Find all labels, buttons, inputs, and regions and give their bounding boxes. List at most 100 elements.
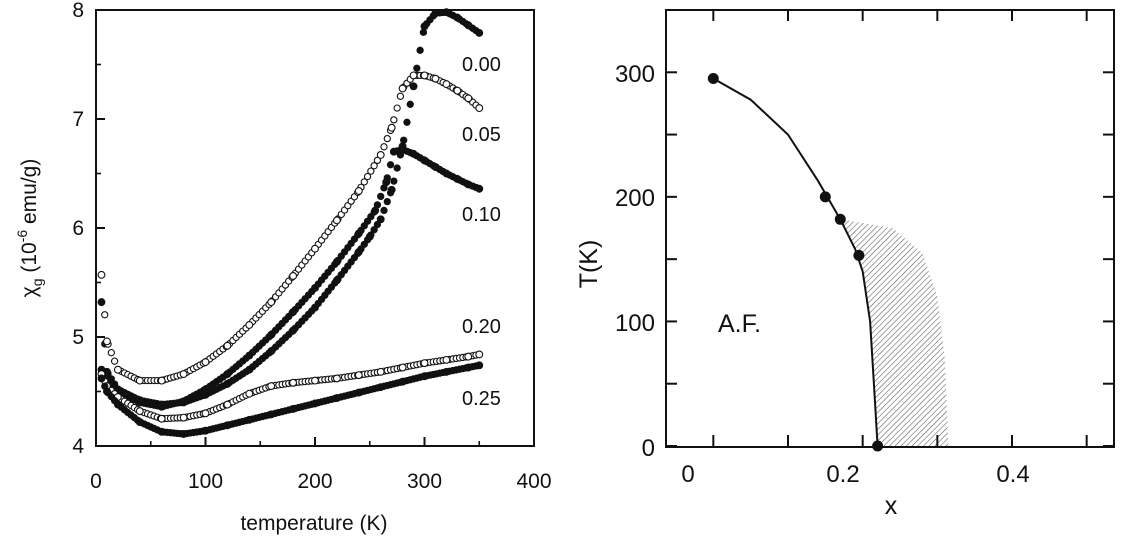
data-point-0.20 — [179, 413, 188, 422]
data-point-0.10 — [311, 284, 319, 292]
data-point-0.00 — [413, 64, 421, 72]
data-point-0.05 — [267, 298, 276, 307]
data-point-0.05 — [453, 86, 462, 95]
data-point-0.00 — [416, 46, 424, 54]
series-label-0.25: 0.25 — [462, 388, 501, 410]
data-point-0.05 — [367, 167, 375, 175]
data-point-0.00 — [419, 28, 428, 36]
data-point-0.05 — [289, 272, 298, 280]
data-point-0.00 — [453, 13, 462, 22]
series-label-0.20: 0.20 — [462, 316, 501, 338]
data-point-0.05 — [420, 71, 429, 80]
data-point-0.05 — [107, 349, 115, 357]
right-y-axis-title: T(K) — [575, 240, 603, 289]
y-title-units: emu/g) — [18, 159, 41, 230]
left-y-tick-label: 8 — [72, 0, 84, 22]
data-point-0.10 — [453, 175, 462, 183]
left-data-points — [97, 8, 484, 438]
data-point-0.25 — [157, 427, 166, 436]
data-point-0.05 — [135, 376, 144, 385]
data-point-0.05 — [363, 172, 372, 181]
data-point-0.00 — [332, 276, 341, 285]
data-point-0.10 — [267, 330, 276, 339]
data-point-0.00 — [380, 206, 388, 215]
left-y-tick-label: 7 — [72, 108, 84, 131]
data-point-0.05 — [442, 80, 451, 89]
data-point-0.00 — [383, 197, 391, 206]
data-point-0.05 — [464, 94, 473, 103]
data-point-0.20 — [475, 350, 484, 359]
phase-diagram-chart: 0 0.2 0.4 0 100 200 300 x T(K) A.F. — [575, 9, 1115, 520]
data-point-0.00 — [376, 215, 385, 224]
series-label-0.10: 0.10 — [462, 204, 501, 226]
data-point-0.00 — [393, 164, 401, 172]
left-x-axis-title: temperature (K) — [240, 512, 387, 535]
data-point-0.00 — [390, 177, 398, 185]
data-point-0.25 — [201, 426, 210, 435]
phase-boundary-curve — [712, 77, 879, 447]
data-point-0.00 — [420, 22, 429, 31]
af-annotation: A.F. — [718, 310, 761, 338]
data-point-0.05 — [102, 337, 111, 346]
series-label-0.05: 0.05 — [462, 124, 501, 146]
data-point-0.20 — [464, 352, 473, 361]
data-point-0.20 — [157, 414, 166, 423]
data-point-0.00 — [409, 82, 418, 91]
right-x-axis-title: x — [885, 492, 898, 520]
data-point-0.00 — [475, 28, 484, 37]
right-y-tick-label: 0 — [642, 435, 655, 462]
data-point-0.10 — [475, 184, 484, 193]
data-point-0.05 — [332, 216, 341, 225]
right-x-tick-label: 0.4 — [996, 461, 1029, 488]
data-point-0.05 — [113, 365, 122, 374]
data-point-0.20 — [354, 371, 363, 380]
data-point-0.25 — [420, 372, 429, 381]
shaded-region — [840, 219, 949, 446]
data-point-0.10 — [377, 192, 385, 201]
data-point-0.00 — [223, 379, 232, 388]
left-y-tick-label: 5 — [72, 326, 84, 349]
data-point-0.25 — [289, 404, 298, 413]
data-point-0.05 — [110, 357, 119, 365]
right-ticks — [666, 10, 1114, 447]
left-x-tick-label: 200 — [297, 470, 332, 493]
phase-data-point — [853, 249, 865, 261]
data-point-0.00 — [431, 9, 440, 18]
data-point-0.10 — [389, 147, 398, 156]
data-point-0.10 — [464, 180, 473, 189]
data-point-0.05 — [383, 134, 391, 143]
data-point-0.20 — [332, 374, 341, 383]
data-point-0.00 — [464, 21, 473, 30]
data-point-0.10 — [382, 178, 391, 187]
data-point-0.20 — [420, 359, 429, 368]
right-x-tick-label: 0 — [681, 461, 694, 488]
data-point-0.20 — [442, 355, 451, 364]
data-point-0.05 — [431, 74, 440, 83]
data-point-0.10 — [386, 161, 395, 169]
left-y-tick-label: 4 — [72, 435, 84, 458]
data-point-0.10 — [409, 149, 418, 158]
data-point-0.25 — [376, 383, 385, 392]
data-point-0.10 — [420, 156, 429, 165]
left-ticks — [95, 9, 535, 447]
series-label-0.00: 0.00 — [462, 54, 501, 76]
right-y-tick-label: 200 — [615, 185, 655, 212]
data-point-0.00 — [97, 298, 106, 307]
susceptibility-chart: 0 100 200 300 400 4 5 6 7 8 temperature … — [14, 0, 552, 535]
data-point-0.05 — [157, 376, 166, 385]
phase-data-point — [819, 191, 831, 203]
data-point-0.20 — [376, 367, 385, 376]
data-point-0.10 — [157, 402, 166, 411]
data-point-0.10 — [354, 229, 363, 238]
data-point-0.20 — [311, 376, 319, 385]
data-point-0.20 — [201, 409, 210, 418]
data-point-0.10 — [431, 163, 440, 171]
data-point-0.25 — [354, 388, 363, 397]
phase-data-point — [834, 213, 846, 225]
data-point-0.25 — [332, 394, 341, 402]
data-point-0.05 — [201, 358, 210, 367]
data-point-0.05 — [223, 341, 232, 350]
right-data-points — [707, 73, 884, 452]
data-point-0.05 — [396, 92, 405, 100]
